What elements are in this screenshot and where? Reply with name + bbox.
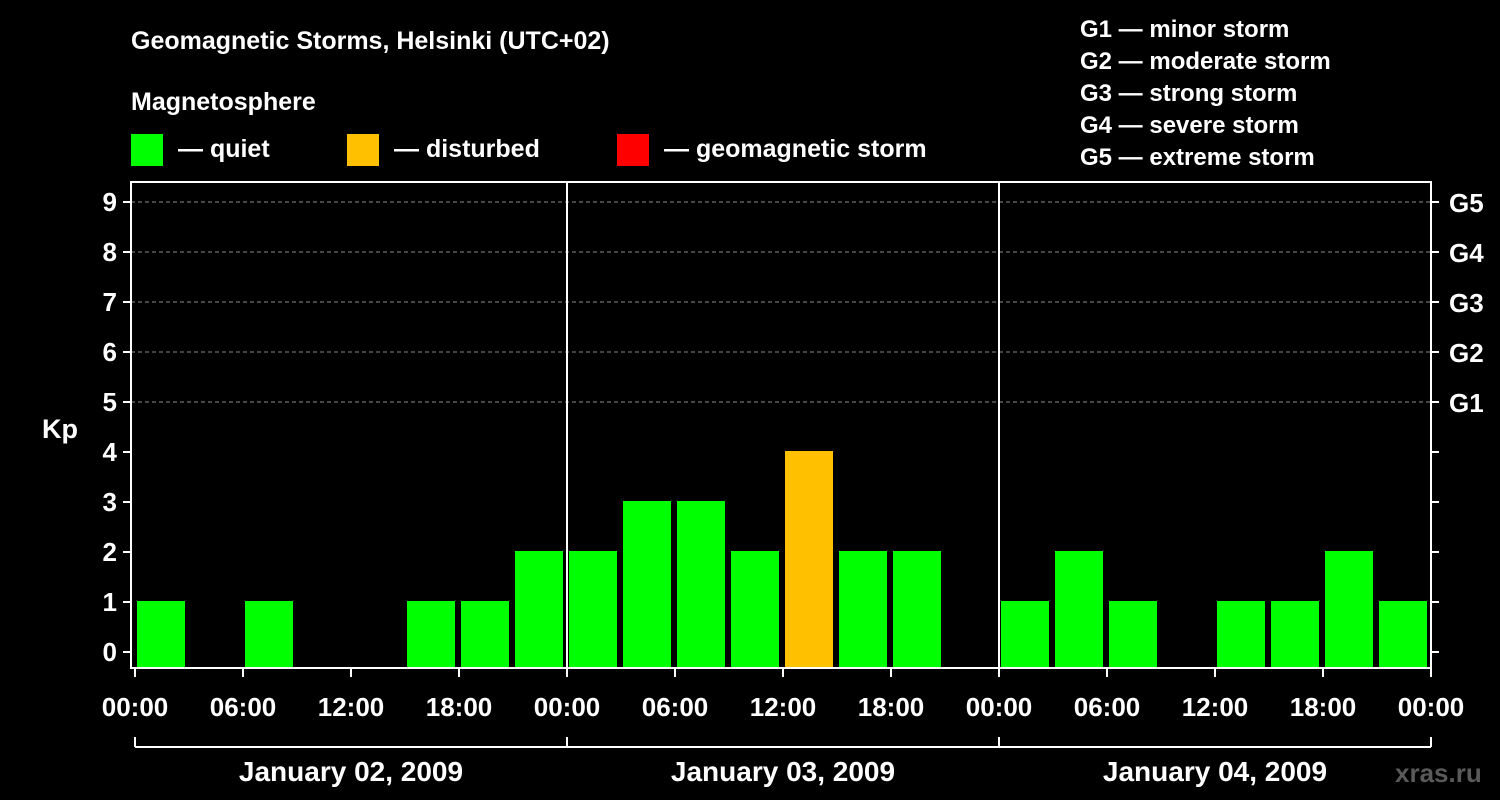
- y-tick-label-6: 6: [103, 337, 117, 367]
- bar-23: [1379, 601, 1427, 668]
- storm-scale-g5: G5 — extreme storm: [1080, 144, 1315, 171]
- bar-14: [893, 551, 941, 668]
- legend: — quiet — disturbed — geomagnetic storm: [131, 134, 927, 166]
- bar-22: [1325, 551, 1373, 668]
- bar-10: [677, 501, 725, 668]
- y-tick-label-7: 7: [103, 287, 117, 317]
- right-axis-label-G3: G3: [1449, 288, 1484, 318]
- bar-16: [1001, 601, 1049, 668]
- x-tick-label-12: 00:00: [1398, 692, 1465, 722]
- y-tick-label-3: 3: [103, 487, 117, 517]
- bar-5: [407, 601, 455, 668]
- bar-21: [1271, 601, 1319, 668]
- storm-scale-g2: G2 — moderate storm: [1080, 48, 1331, 75]
- y-axis-label: Kp: [42, 414, 78, 444]
- watermark: xras.ru: [1395, 758, 1482, 788]
- x-tick-label-0: 00:00: [102, 692, 169, 722]
- x-tick-label-4: 00:00: [534, 692, 601, 722]
- x-tick-label-7: 18:00: [858, 692, 925, 722]
- plot-area: 0 1 2 3 4 5 6 7 8 9 G1 G2 G3 G4 G5 00:00 06:00 12:00 18:00…: [102, 181, 1484, 787]
- storm-scale-g1: G1 — minor storm: [1080, 16, 1289, 43]
- right-axis-label-G4: G4: [1449, 238, 1484, 268]
- storm-scale-g3: G3 — strong storm: [1080, 80, 1297, 107]
- legend-swatch-disturbed: [347, 134, 379, 166]
- legend-swatch-storm: [617, 134, 649, 166]
- x-tick-label-8: 00:00: [966, 692, 1033, 722]
- bar-9: [623, 501, 671, 668]
- bar-18: [1109, 601, 1157, 668]
- day-label-2: January 04, 2009: [1103, 756, 1327, 787]
- bar-12: [785, 451, 833, 668]
- x-tick-label-2: 12:00: [318, 692, 385, 722]
- legend-label-quiet: — quiet: [178, 135, 270, 163]
- bar-6: [461, 601, 509, 668]
- bar-0: [137, 601, 185, 668]
- y-tick-label-1: 1: [103, 587, 117, 617]
- bar-2: [245, 601, 293, 668]
- y-tick-label-4: 4: [103, 437, 118, 467]
- x-tick-label-3: 18:00: [426, 692, 493, 722]
- legend-label-storm: — geomagnetic storm: [664, 135, 927, 163]
- bar-17: [1055, 551, 1103, 668]
- x-tick-label-5: 06:00: [642, 692, 709, 722]
- y-tick-label-0: 0: [103, 637, 117, 667]
- legend-swatch-quiet: [131, 134, 163, 166]
- legend-label-disturbed: — disturbed: [394, 135, 540, 163]
- storm-scale-g4: G4 — severe storm: [1080, 112, 1299, 139]
- y-tick-label-8: 8: [103, 237, 117, 267]
- x-tick-label-11: 18:00: [1290, 692, 1357, 722]
- right-axis-label-G1: G1: [1449, 388, 1484, 418]
- bar-8: [569, 551, 617, 668]
- plot-frame: [130, 181, 1432, 669]
- bar-20: [1217, 601, 1265, 668]
- y-tick-label-2: 2: [103, 537, 117, 567]
- bar-13: [839, 551, 887, 668]
- day-label-0: January 02, 2009: [239, 756, 463, 787]
- bar-11: [731, 551, 779, 668]
- bar-7: [515, 551, 563, 668]
- day-label-1: January 03, 2009: [671, 756, 895, 787]
- x-tick-label-9: 06:00: [1074, 692, 1141, 722]
- chart-title: Geomagnetic Storms, Helsinki (UTC+02): [131, 27, 610, 55]
- x-tick-label-1: 06:00: [210, 692, 277, 722]
- storm-scale-legend: G1 — minor storm G2 — moderate storm G3 …: [1080, 16, 1331, 171]
- right-axis-label-G5: G5: [1449, 188, 1484, 218]
- x-tick-label-10: 12:00: [1182, 692, 1249, 722]
- x-tick-label-6: 12:00: [750, 692, 817, 722]
- magnetosphere-label: Magnetosphere: [131, 88, 316, 116]
- y-tick-label-5: 5: [103, 387, 117, 417]
- y-tick-label-9: 9: [103, 187, 117, 217]
- right-axis-label-G2: G2: [1449, 338, 1484, 368]
